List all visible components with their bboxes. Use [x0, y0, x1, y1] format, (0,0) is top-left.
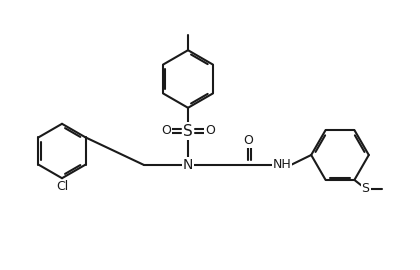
Text: O: O [205, 124, 215, 137]
Text: S: S [183, 123, 193, 139]
Text: O: O [161, 124, 171, 137]
Text: NH: NH [273, 158, 291, 171]
Text: N: N [183, 158, 193, 172]
Text: O: O [243, 134, 253, 147]
Text: Cl: Cl [56, 181, 68, 194]
Text: S: S [362, 182, 370, 195]
